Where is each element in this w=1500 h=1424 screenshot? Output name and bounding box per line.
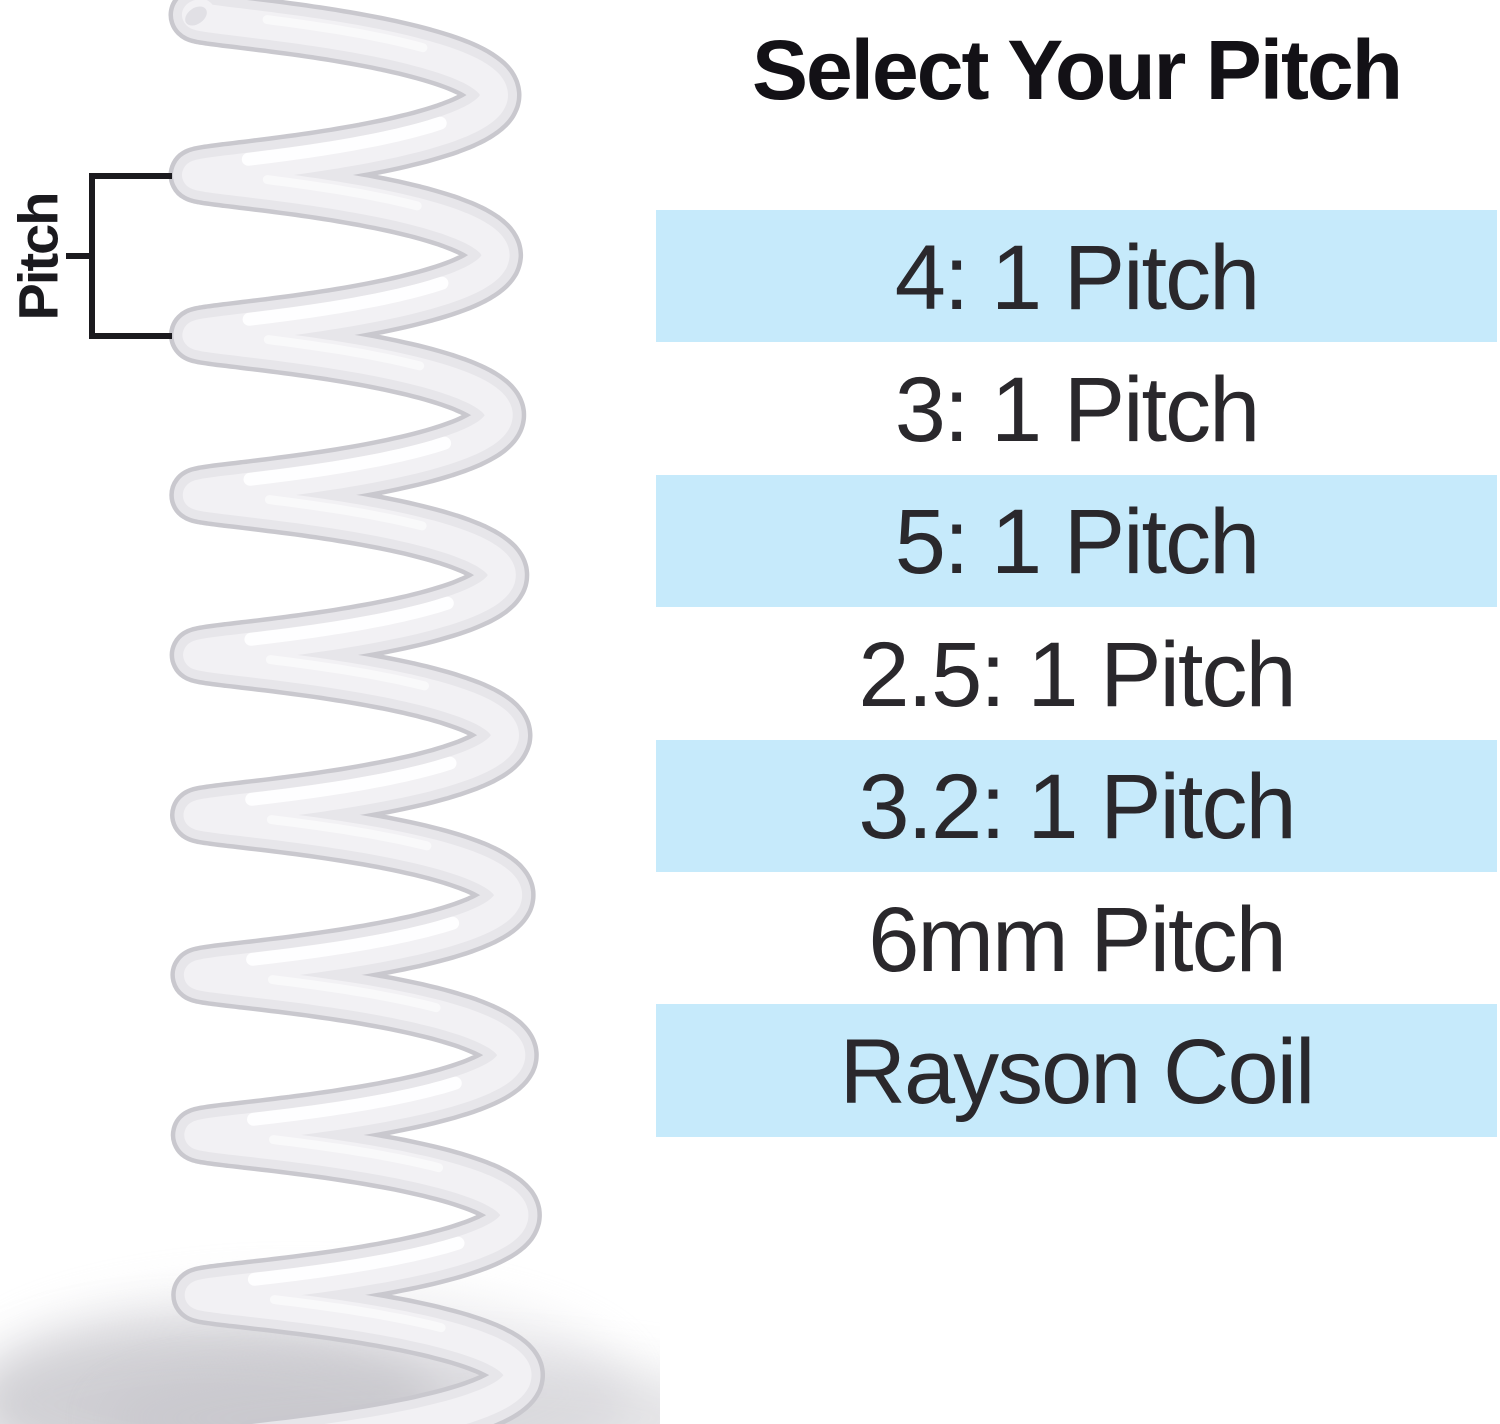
coil-figure: Pitch <box>0 0 660 1424</box>
coil-highlight-back <box>262 15 446 1333</box>
pitch-options: 4: 1 Pitch 3: 1 Pitch 5: 1 Pitch 2.5: 1 Pit… <box>656 210 1497 1137</box>
pitch-option-row[interactable]: 4: 1 Pitch <box>656 210 1497 343</box>
pitch-option-row[interactable]: 3: 1 Pitch <box>894 359 1261 462</box>
coil-photo <box>168 0 545 1424</box>
coil-tip-cut <box>185 6 207 26</box>
coil-highlight-front <box>241 116 465 1286</box>
coil-sheen <box>182 0 532 1424</box>
pitch-option-row[interactable]: 3.2: 1 Pitch <box>656 739 1497 872</box>
pitch-label: Pitch <box>7 194 70 321</box>
pitch-option-row[interactable]: 5: 1 Pitch <box>656 474 1497 608</box>
pitch-option-row[interactable]: 2.5: 1 Pitch <box>858 623 1296 726</box>
pitch-bracket <box>66 173 172 339</box>
pitch-option-row[interactable]: 6mm Pitch <box>868 888 1287 991</box>
page-title: Select Your Pitch <box>751 22 1403 117</box>
pitch-option-row[interactable]: Rayson Coil <box>656 1004 1497 1137</box>
